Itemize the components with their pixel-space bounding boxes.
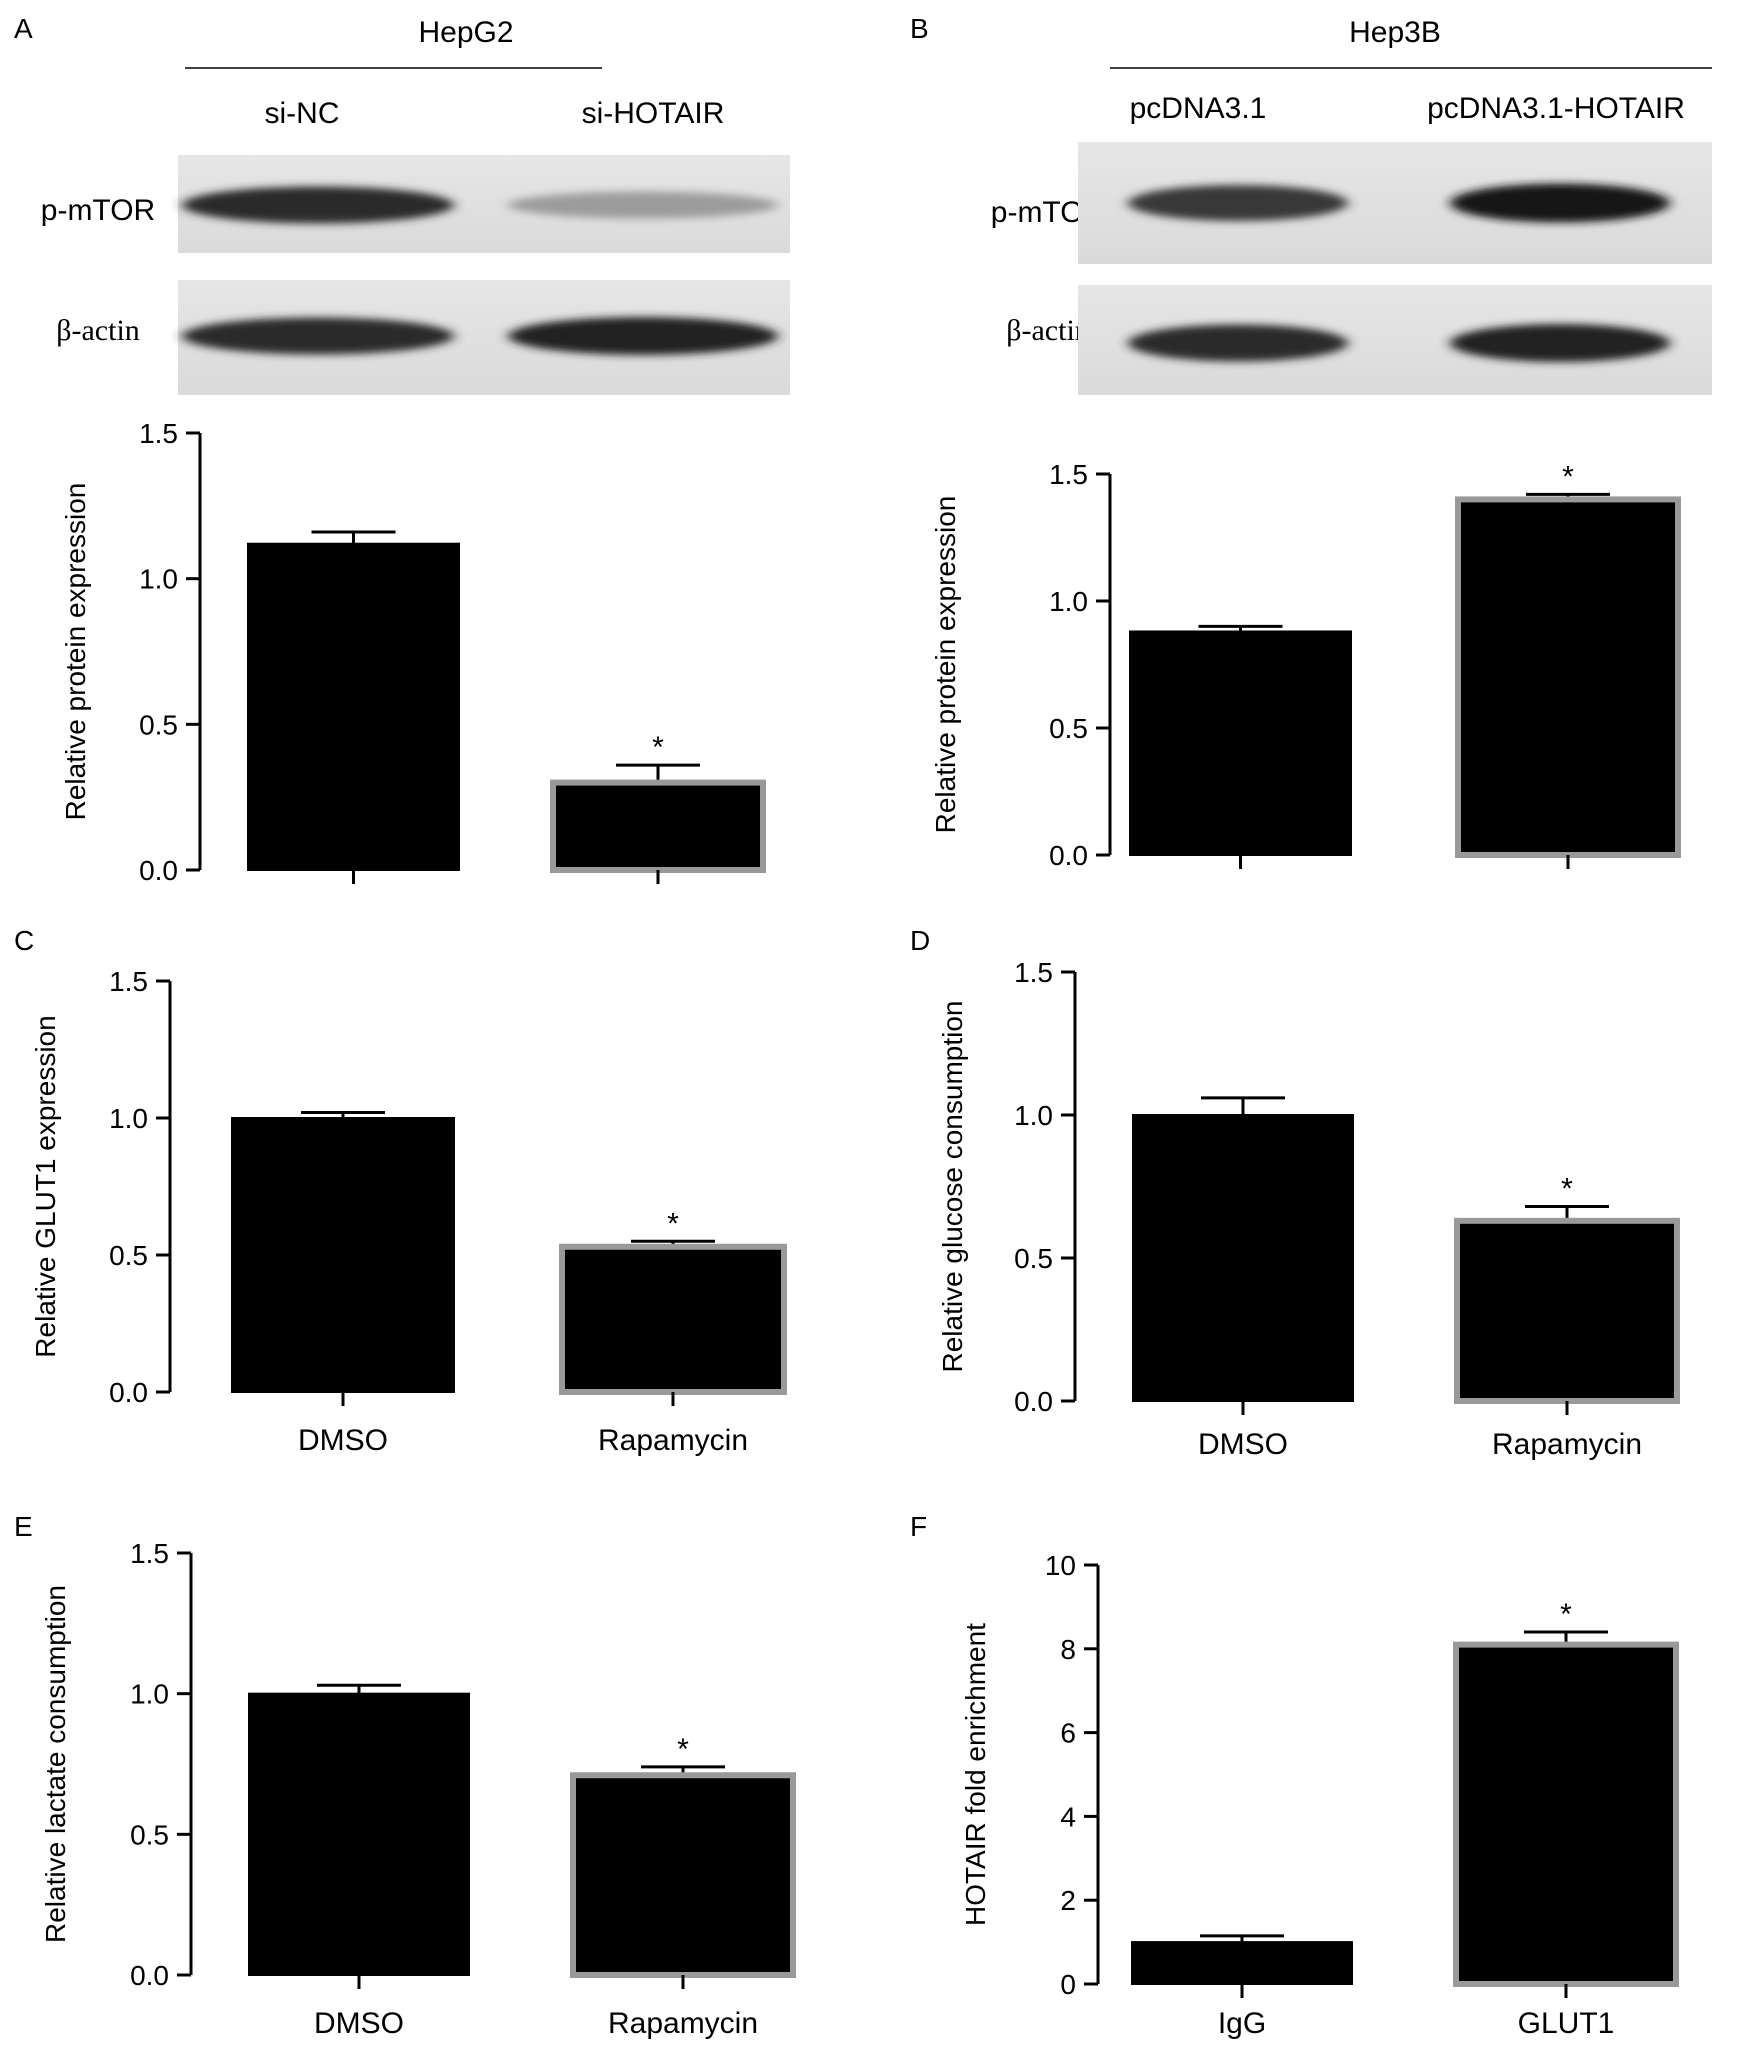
bar	[1131, 1941, 1353, 1985]
blot-protein-label: β-actin	[56, 314, 140, 347]
significance-marker: *	[667, 1207, 679, 1240]
y-tick-label: 1.0	[109, 1103, 148, 1134]
panel-letter: A	[14, 13, 33, 44]
y-tick-label: 2	[1060, 1885, 1076, 1916]
y-tick-label: 0.0	[1014, 1386, 1053, 1417]
y-tick-label: 1.5	[1014, 957, 1053, 988]
y-tick-label: 1.0	[1049, 586, 1088, 617]
blot-band	[1128, 185, 1348, 221]
blot-lane-label: si-NC	[265, 97, 340, 130]
significance-marker: *	[1562, 460, 1574, 493]
y-axis-label: Relative protein expression	[930, 496, 961, 834]
blot-band	[1450, 324, 1670, 362]
y-axis-label: Relative protein expression	[60, 483, 91, 821]
y-tick-label: 1.0	[1014, 1100, 1053, 1131]
blot-band	[1450, 183, 1670, 223]
y-tick-label: 0.5	[139, 709, 178, 740]
panel-letter: B	[910, 13, 929, 44]
y-tick-label: 0.5	[1049, 713, 1088, 744]
significance-marker: *	[1561, 1173, 1573, 1206]
blot-band	[508, 317, 778, 355]
x-tick-label: DMSO	[314, 2007, 404, 2040]
y-tick-label: 1.5	[139, 418, 178, 449]
bar	[248, 1692, 470, 1976]
bar	[231, 1117, 455, 1393]
panel-e-bar-chart: E 0.0 0.5 1.0 1.5 Relative lactate consumptio…	[14, 1511, 796, 2040]
y-tick-label: 1.5	[130, 1538, 169, 1569]
panel-c-bar-chart: C 0.0 0.5 1.0 1.5 Relative GLUT1 expression DM…	[14, 925, 787, 1457]
bar	[570, 1772, 796, 1978]
y-axis-label: Relative GLUT1 expression	[30, 1015, 61, 1357]
panel-letter: E	[14, 1511, 33, 1542]
bar	[559, 1243, 787, 1396]
bar	[1454, 1217, 1680, 1404]
bar	[1129, 630, 1352, 856]
panel-f-bar-chart: F 0 2 4 6 8 10 HOTAIR fold enrichment IgG GLUT1 *	[910, 1511, 1679, 2040]
y-tick-label: 0.0	[109, 1377, 148, 1408]
blot-cell-line-label: Hep3B	[1349, 16, 1441, 49]
blot-lane-label: pcDNA3.1-HOTAIR	[1427, 92, 1685, 125]
y-tick-label: 8	[1060, 1634, 1076, 1665]
bar	[1455, 496, 1681, 858]
x-tick-label: Rapamycin	[1492, 1428, 1642, 1461]
bar	[247, 542, 460, 871]
y-axis-label: Relative lactate consumption	[40, 1585, 71, 1943]
y-tick-label: 6	[1060, 1718, 1076, 1749]
y-tick-label: 1.5	[109, 966, 148, 997]
y-tick-label: 0.0	[139, 855, 178, 886]
panel-letter: D	[910, 925, 930, 956]
blot-band	[182, 186, 454, 224]
blot-cell-line-label: HepG2	[418, 16, 513, 49]
y-tick-label: 0	[1060, 1969, 1076, 2000]
significance-marker: *	[1560, 1598, 1572, 1631]
panel-a-bar-chart: 0.0 0.5 1.0 1.5 Relative protein expression *	[60, 418, 766, 886]
x-tick-label: Rapamycin	[608, 2007, 758, 2040]
panel-letter: C	[14, 925, 34, 956]
bar	[550, 779, 766, 873]
blot-band	[1128, 324, 1348, 362]
y-tick-label: 0.0	[1049, 840, 1088, 871]
panel-a-blot: A HepG2 si-NC si-HOTAIR p-mTOR β-actin	[14, 13, 790, 395]
bar	[1132, 1114, 1354, 1402]
y-tick-label: 10	[1045, 1550, 1076, 1581]
blot-band	[508, 191, 778, 219]
panel-d-bar-chart: D 0.0 0.5 1.0 1.5 Relative glucose consumptio…	[910, 925, 1680, 1461]
x-tick-label: GLUT1	[1518, 2007, 1615, 2040]
significance-marker: *	[652, 731, 664, 764]
x-tick-label: Rapamycin	[598, 1424, 748, 1457]
x-tick-label: IgG	[1218, 2007, 1266, 2040]
blot-protein-label: β-actin	[1006, 314, 1090, 347]
blot-lane-label: pcDNA3.1	[1130, 92, 1267, 125]
y-tick-label: 1.0	[139, 564, 178, 595]
blot-protein-label: p-mTOR	[41, 194, 155, 227]
blot-lane-label: si-HOTAIR	[582, 97, 725, 130]
x-tick-label: DMSO	[298, 1424, 388, 1457]
panel-b-bar-chart: 0.0 0.5 1.0 1.5 Relative protein expression *	[930, 459, 1681, 871]
panel-letter: F	[910, 1511, 927, 1542]
y-axis-label: Relative glucose consumption	[937, 1001, 968, 1373]
x-tick-label: DMSO	[1198, 1428, 1288, 1461]
y-tick-label: 0.5	[130, 1819, 169, 1850]
blot-band	[182, 317, 454, 355]
y-tick-label: 1.0	[130, 1679, 169, 1710]
y-tick-label: 0.5	[109, 1240, 148, 1271]
y-tick-label: 0.5	[1014, 1243, 1053, 1274]
y-axis-label: HOTAIR fold enrichment	[960, 1623, 991, 1926]
bar	[1453, 1641, 1679, 1987]
significance-marker: *	[677, 1733, 689, 1766]
y-tick-label: 0.0	[130, 1960, 169, 1991]
y-tick-label: 4	[1060, 1801, 1076, 1832]
y-tick-label: 1.5	[1049, 459, 1088, 490]
